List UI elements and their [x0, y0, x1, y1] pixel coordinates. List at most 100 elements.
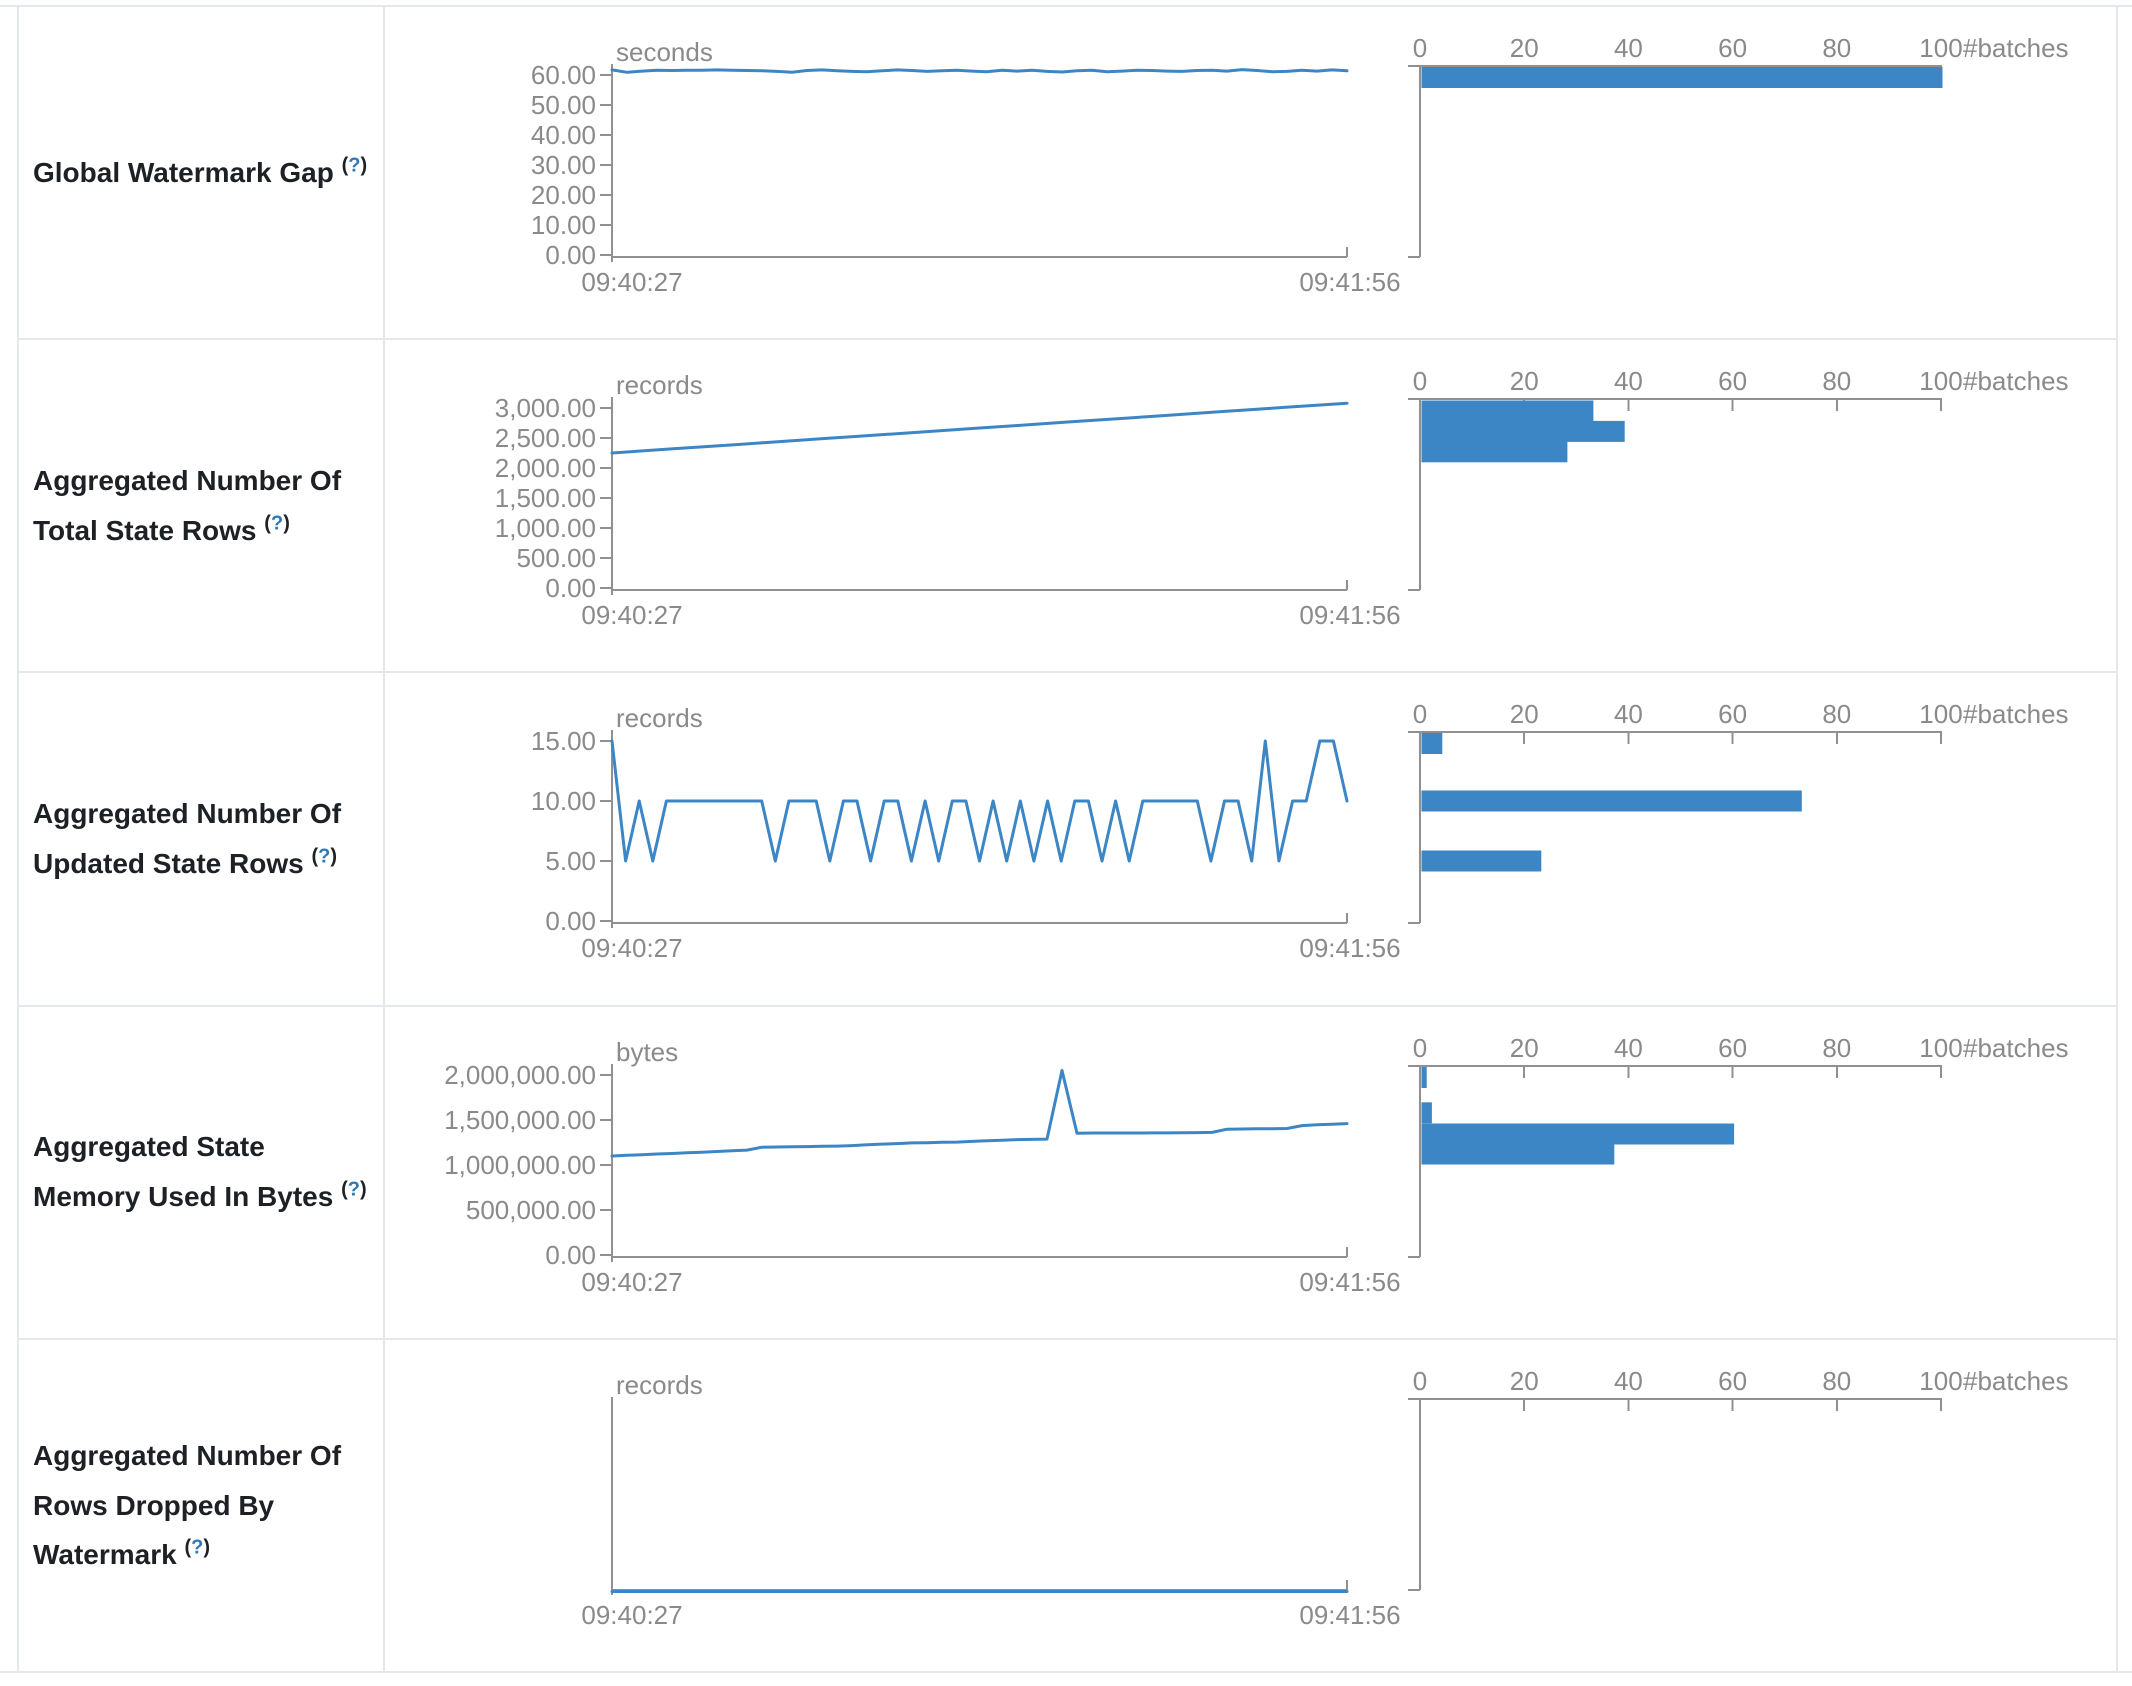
metric-label-text: Aggregated State Memory Used In Bytes	[33, 1131, 334, 1213]
y-tick-label: 500,000.00	[466, 1195, 596, 1225]
histogram-tick-label: 0	[1413, 699, 1427, 729]
metric-label-text: Aggregated Number Of Rows Dropped By Wat…	[33, 1439, 342, 1571]
metric-label-cell: Aggregated Number Of Total State Rows (?…	[19, 340, 385, 672]
metric-row-aggregated-state-memory-used-in-bytes: Aggregated State Memory Used In Bytes (?…	[19, 1004, 2116, 1338]
x-axis-start-label: 09:40:27	[581, 600, 682, 630]
help-paren-open: (	[311, 845, 319, 868]
histogram-bar	[1421, 441, 1568, 463]
histogram-tick-label: 40	[1614, 366, 1643, 396]
chart-cell-aggregated-number-of-rows-dropped-by-watermark: records 09:40:27 09:41:56 0 20 40 60 80 100 #batc…	[385, 1340, 2116, 1671]
histogram-tick-label: 0	[1413, 33, 1427, 63]
histogram-tick-label: 20	[1510, 699, 1539, 729]
chart-cell-aggregated-number-of-total-state-rows: records 3,000.00 2,500.00 2,000.00 1,500.00 1…	[385, 340, 2116, 671]
y-tick-label: 60.00	[531, 60, 596, 90]
metric-label-text: Global Watermark Gap	[33, 156, 334, 188]
x-axis-start-label: 09:40:27	[581, 267, 682, 297]
y-tick-label: 2,500.00	[495, 423, 596, 453]
help-paren-open: (	[341, 1178, 348, 1201]
timeline-unit-label: bytes	[616, 1037, 678, 1067]
metric-label-text: Aggregated Number Of Total State Rows	[33, 464, 342, 546]
histogram-tick-label: 0	[1413, 366, 1427, 396]
histogram-bar	[1421, 67, 1943, 88]
help-tooltip-link[interactable]: (?)	[341, 1179, 367, 1201]
histogram-tick-label: 100	[1919, 1033, 1962, 1063]
histogram-bar	[1421, 400, 1594, 422]
timeline-data-line	[610, 401, 1349, 455]
help-tooltip-link[interactable]: (?)	[311, 846, 337, 868]
histogram-bar	[1421, 1143, 1615, 1165]
histogram-bar	[1421, 790, 1802, 812]
histogram-bar	[1421, 1066, 1427, 1088]
histogram-chart-aggregated-number-of-updated-state-rows: 0 20 40 60 80 100 #batches	[1408, 699, 2069, 925]
histogram-chart-global-watermark-gap: 0 20 40 60 80 100 #batches	[1408, 33, 2069, 258]
histogram-tick-label: 100	[1919, 366, 1962, 396]
histogram-unit-label: #batches	[1963, 366, 2069, 396]
help-tooltip-link[interactable]: (?)	[184, 1537, 210, 1559]
histogram-tick-label: 60	[1718, 366, 1747, 396]
help-paren-close: )	[330, 845, 338, 868]
histogram-unit-label: #batches	[1963, 1366, 2069, 1396]
help-paren-close: )	[203, 1537, 211, 1559]
table-bottom-border	[0, 1671, 2132, 1673]
histogram-unit-label: #batches	[1963, 33, 2069, 63]
help-question-icon: ?	[270, 512, 284, 535]
y-tick-label: 0.00	[545, 906, 596, 936]
timeline-unit-label: records	[616, 1370, 703, 1400]
chart-cell-aggregated-number-of-updated-state-rows: records 15.00 10.00 5.00 0.00 09:40:27 09:41:5…	[385, 673, 2116, 1004]
table-top-border	[0, 5, 2132, 7]
histogram-tick-label: 40	[1614, 33, 1643, 63]
histogram-bar	[1421, 1101, 1432, 1123]
histogram-tick-label: 60	[1718, 1366, 1747, 1396]
timeline-chart-aggregated-number-of-total-state-rows: records 3,000.002,500.002,000.001,500.001…	[495, 370, 1401, 630]
histogram-tick-label: 60	[1718, 1033, 1747, 1063]
x-axis-start-label: 09:40:27	[581, 1600, 682, 1630]
metric-label: Global Watermark Gap (?)	[33, 148, 373, 198]
histogram-tick-label: 0	[1413, 1033, 1427, 1063]
histogram-tick-label: 40	[1614, 1033, 1643, 1063]
timeline-data-line	[610, 68, 1349, 74]
y-tick-label: 15.00	[531, 726, 596, 756]
histogram-bar	[1421, 421, 1625, 443]
y-tick-label: 20.00	[531, 180, 596, 210]
histogram-tick-label: 100	[1919, 699, 1962, 729]
metric-row-aggregated-number-of-rows-dropped-by-watermark: Aggregated Number Of Rows Dropped By Wat…	[19, 1337, 2116, 1672]
metric-label: Aggregated Number Of Total State Rows (?…	[33, 456, 373, 556]
metric-label-cell: Aggregated Number Of Rows Dropped By Wat…	[19, 1339, 385, 1672]
timeline-unit-label: seconds	[616, 37, 713, 67]
histogram-bar	[1421, 733, 1443, 755]
histogram-tick-label: 80	[1822, 699, 1851, 729]
help-paren-close: )	[360, 1178, 367, 1201]
y-tick-label: 0.00	[545, 1240, 596, 1270]
x-axis-start-label: 09:40:27	[581, 1267, 682, 1297]
metric-row-aggregated-number-of-total-state-rows: Aggregated Number Of Total State Rows (?…	[19, 338, 2116, 672]
chart-cell-aggregated-state-memory-used-in-bytes: bytes 2,000,000.00 1,500,000.00 1,000,000.0…	[385, 1007, 2116, 1338]
histogram-tick-label: 80	[1822, 1366, 1851, 1396]
y-tick-label: 0.00	[545, 240, 596, 270]
y-tick-label: 10.00	[531, 210, 596, 240]
x-axis-end-label: 09:41:56	[1299, 1267, 1400, 1297]
metric-label-cell: Aggregated State Memory Used In Bytes (?…	[19, 1006, 385, 1338]
y-tick-label: 0.00	[545, 573, 596, 603]
histogram-tick-label: 60	[1718, 33, 1747, 63]
histogram-tick-label: 40	[1614, 1366, 1643, 1396]
histogram-unit-label: #batches	[1963, 699, 2069, 729]
histogram-tick-label: 80	[1822, 33, 1851, 63]
help-tooltip-link[interactable]: (?)	[342, 154, 368, 176]
streaming-statistics-table: Global Watermark Gap (?) seconds 60.00 50.0…	[17, 7, 2118, 1672]
histogram-chart-aggregated-number-of-rows-dropped-by-watermark: 0 20 40 60 80 100 #batches	[1408, 1366, 2069, 1591]
help-paren-close: )	[360, 154, 368, 177]
metric-label-cell: Aggregated Number Of Updated State Rows …	[19, 673, 385, 1005]
metric-label-text: Aggregated Number Of Updated State Rows	[33, 798, 342, 879]
x-axis-end-label: 09:41:56	[1299, 600, 1400, 630]
metric-label: Aggregated Number Of Updated State Rows …	[33, 789, 373, 889]
timeline-data-line	[610, 739, 1349, 863]
y-tick-label: 40.00	[531, 120, 596, 150]
x-axis-start-label: 09:40:27	[581, 933, 682, 963]
help-question-icon: ?	[318, 845, 331, 868]
help-tooltip-link[interactable]: (?)	[264, 512, 290, 534]
help-paren-close: )	[283, 512, 290, 535]
histogram-tick-label: 100	[1919, 33, 1962, 63]
histogram-bar	[1421, 1123, 1735, 1145]
histogram-tick-label: 20	[1510, 1033, 1539, 1063]
